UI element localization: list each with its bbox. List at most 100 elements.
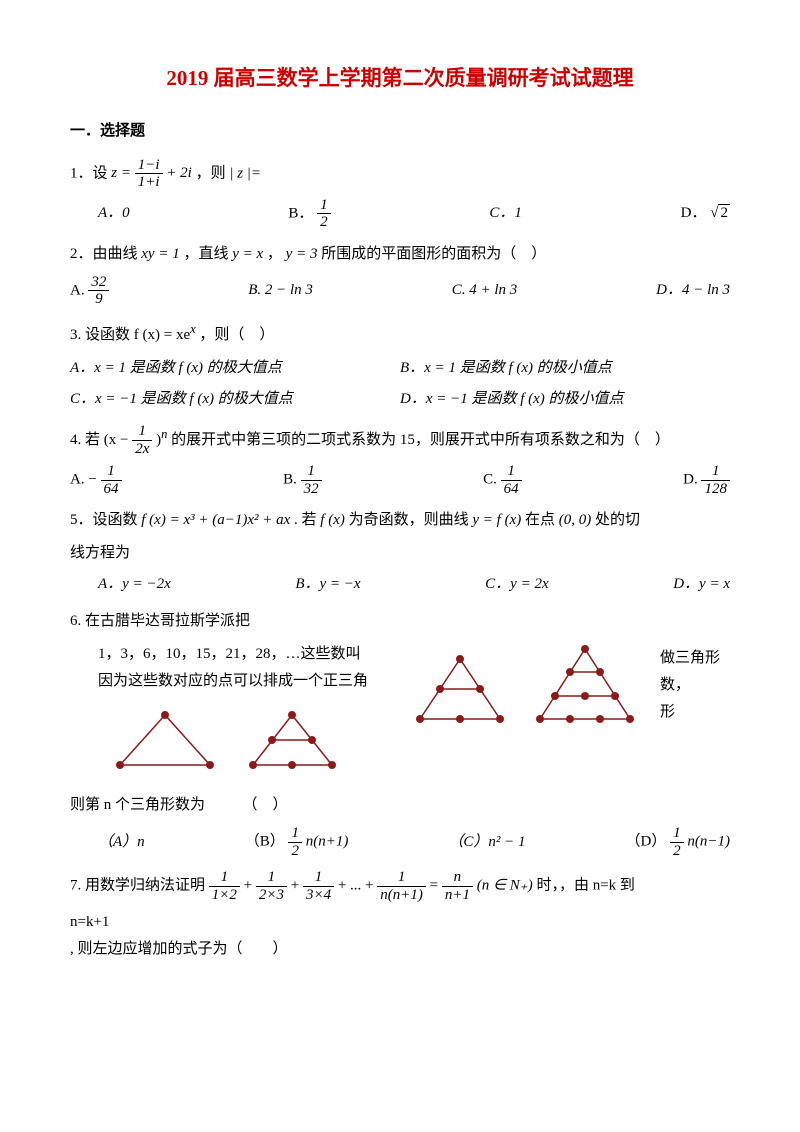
- q2-options: A. 329 B. 2 − ln 3 C. 4 + ln 3 D．4 − ln …: [70, 274, 730, 308]
- q1-optB-label: B．: [288, 205, 313, 221]
- q5-t6: 线方程为: [70, 540, 730, 567]
- q4-optD: D. 1128: [683, 463, 730, 497]
- q6d-l: （D）: [626, 834, 667, 850]
- q7-t2: 时，，由 n=k 到: [536, 878, 634, 894]
- q6b-d: 2: [288, 843, 302, 860]
- question-3: 3. 设函数 f (x) = xex ，则（ ）: [70, 318, 730, 349]
- q4-optC: C. 164: [483, 463, 522, 497]
- question-4: 4. 若 (x − 12x )n 的展开式中第三项的二项式系数为 15，则展开式…: [70, 423, 730, 458]
- triangle-10-icon: [530, 641, 640, 726]
- q7-t1: 7. 用数学归纳法证明: [70, 878, 209, 894]
- triangle-1-icon: [110, 707, 220, 772]
- q5-t2: . 若: [294, 512, 320, 528]
- q1-optD-label: D．: [681, 205, 707, 221]
- q4a-l: A. −: [70, 472, 97, 488]
- q7-p2: +: [291, 878, 303, 894]
- q3-optD: D．x = −1 是函数 f (x) 的极小值点: [400, 386, 730, 413]
- q3-text2: ，则（ ）: [199, 327, 274, 343]
- q2-t4: 所围成的平面图形的面积为（ ）: [321, 246, 546, 262]
- q6-question-text: 则第 n 个三角形数为 （ ）: [70, 792, 730, 819]
- q7-3n: 1: [303, 869, 334, 887]
- q1-optD-val: 2: [718, 204, 730, 221]
- section-header: 一．选择题: [70, 118, 730, 145]
- question-6: 6. 在古腊毕达哥拉斯学派把: [70, 608, 730, 635]
- q2-t2: ，直线: [183, 246, 232, 262]
- q5-t5: 处的切: [595, 512, 640, 528]
- q7-t4: , 则左边应增加的式子为（ ）: [70, 936, 730, 963]
- q6b-n: 1: [288, 825, 302, 843]
- q2-optA-l: A.: [70, 282, 85, 298]
- q4c-l: C.: [483, 472, 497, 488]
- q1-options: A．0 B． 1 2 C．1 D． √2: [70, 197, 730, 231]
- q4c-n: 1: [501, 463, 522, 481]
- q1-optD: D． √2: [681, 200, 730, 227]
- triangle-6-icon: [410, 651, 510, 726]
- q5-optD: D．y = x: [673, 571, 730, 598]
- question-7: 7. 用数学归纳法证明 11×2 + 12×3 + 13×4 + ... + 1…: [70, 869, 730, 903]
- q3-optA: A．x = 1 是函数 f (x) 的极大值点: [70, 355, 400, 382]
- q1-optC: C．1: [489, 200, 522, 227]
- q5-t1: 5．设函数: [70, 512, 141, 528]
- q7-t3: n=k+1: [70, 909, 730, 936]
- q4-fd: 2x: [132, 441, 152, 458]
- q6-right2: 形: [660, 699, 740, 726]
- q7-dots: + ... +: [338, 878, 377, 894]
- q4d-d: 128: [701, 481, 730, 498]
- q7-1d: 1×2: [209, 887, 240, 904]
- q6d-n: 1: [670, 825, 684, 843]
- q6-line2: 因为这些数对应的点可以排成一个正三角: [98, 668, 420, 695]
- q3-options-2: C．x = −1 是函数 f (x) 的极大值点 D．x = −1 是函数 f …: [70, 386, 730, 413]
- q7-rd: n+1: [442, 887, 473, 904]
- q5-f3: y = f (x): [472, 512, 521, 528]
- question-5: 5．设函数 f (x) = x³ + (a−1)x² + ax . 若 f (x…: [70, 507, 730, 534]
- q5-optA: A．y = −2x: [98, 571, 171, 598]
- q6-options: （A）n （B） 12 n(n+1) （C）n² − 1 （D） 12 n(n−…: [70, 825, 730, 859]
- q4-optB: B. 132: [283, 463, 322, 497]
- q5-options: A．y = −2x B．y = −x C．y = 2x D．y = x: [70, 571, 730, 598]
- q1-prefix: 1．设: [70, 165, 108, 181]
- q6b-l: （B）: [245, 834, 285, 850]
- q5-t4: 在点: [525, 512, 559, 528]
- q4-optA: A. − 164: [70, 463, 122, 497]
- q4a-n: 1: [101, 463, 122, 481]
- q3-options-1: A．x = 1 是函数 f (x) 的极大值点 B．x = 1 是函数 f (x…: [70, 355, 730, 382]
- q2-optD: D．4 − ln 3: [656, 277, 730, 304]
- q4-exp: n: [161, 427, 167, 441]
- q7-2d: 2×3: [256, 887, 287, 904]
- q4b-n: 1: [301, 463, 322, 481]
- q4b-l: B.: [283, 472, 297, 488]
- q6d-d: 2: [670, 843, 684, 860]
- q7-eq: =: [430, 878, 442, 894]
- triangle-3-icon: [245, 707, 340, 772]
- q2a-d: 9: [88, 291, 109, 308]
- q1-formula: z = 1−i1+i + 2i: [111, 165, 195, 181]
- q5-f2: f (x): [320, 512, 345, 528]
- q5-f4: (0, 0): [559, 512, 592, 528]
- q2-t3: ，: [267, 246, 282, 262]
- q1-optA: A．0: [98, 200, 130, 227]
- q2-optA: A. 329: [70, 274, 109, 308]
- q4-options: A. − 164 B. 132 C. 164 D. 1128: [70, 463, 730, 497]
- q7-1n: 1: [209, 869, 240, 887]
- page-title: 2019 届高三数学上学期第二次质量调研考试试题理: [70, 60, 730, 98]
- q3-optC: C．x = −1 是函数 f (x) 的极大值点: [70, 386, 400, 413]
- q4-t3: 的展开式中第三项的二项式系数为 15，则展开式中所有项系数之和为（ ）: [171, 432, 670, 448]
- q6-line1: 1，3，6，10，15，21，28，…这些数叫: [98, 641, 420, 668]
- q6-optD: （D） 12 n(n−1): [626, 825, 730, 859]
- q7-4d: n(n+1): [377, 887, 426, 904]
- q2-f1: xy = 1: [141, 246, 179, 262]
- q7-p1: +: [244, 878, 256, 894]
- q7-4n: 1: [377, 869, 426, 887]
- q2-optB: B. 2 − ln 3: [248, 277, 313, 304]
- q2-f3: y = 3: [286, 246, 318, 262]
- q6-triangles-upper: 做三角形数， 形: [410, 641, 740, 726]
- q3-exp: x: [190, 322, 196, 336]
- q6-optB: （B） 12 n(n+1): [245, 825, 349, 859]
- q7-paren: (n ∈ N₊): [477, 878, 533, 894]
- q4b-d: 32: [301, 481, 322, 498]
- q5-optB: B．y = −x: [295, 571, 360, 598]
- q7-2n: 1: [256, 869, 287, 887]
- q2-optC: C. 4 + ln 3: [452, 277, 518, 304]
- q6b-s: n(n+1): [306, 834, 349, 850]
- q1-optB-num: 1: [317, 197, 331, 215]
